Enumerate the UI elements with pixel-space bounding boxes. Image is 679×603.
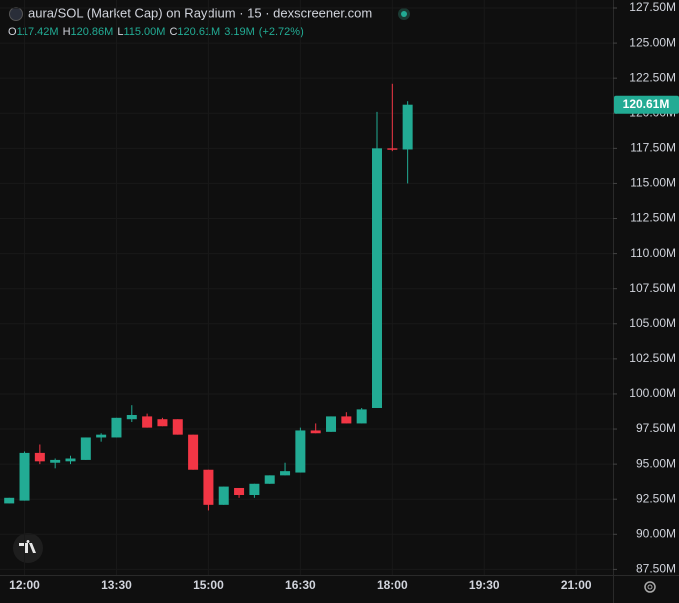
candle-body: [203, 469, 214, 505]
last-price-label: 120.61M: [623, 97, 670, 111]
candle-body: [96, 434, 107, 438]
ohlc-key: L: [117, 26, 123, 38]
candle-body: [65, 458, 76, 462]
candle-body: [4, 497, 15, 504]
ohlc-value: 115.00M: [123, 26, 165, 38]
tv-logo: [13, 533, 43, 563]
y-tick-label: 90.00M: [636, 526, 676, 540]
y-tick-label: 100.00M: [629, 386, 676, 400]
candle-body: [80, 437, 91, 460]
y-tick-label: 125.00M: [629, 35, 676, 49]
ohlc-value: 120.86M: [71, 26, 114, 38]
y-tick-label: 117.50M: [630, 141, 676, 155]
candle-body: [402, 104, 413, 150]
candle-body: [218, 486, 229, 505]
candle-body: [142, 416, 153, 428]
candle-body: [356, 409, 367, 424]
ohlc-legend-text: O117.42M H120.86M L115.00M C120.61M 3.19M (+2…: [8, 26, 304, 38]
candle-body: [50, 459, 61, 463]
x-tick-label: 16:30: [285, 578, 316, 592]
ohlc-value: 120.61M: [177, 26, 220, 38]
x-tick-label: 21:00: [561, 578, 592, 592]
y-tick-label: 110.00M: [630, 246, 676, 260]
candle-body: [326, 416, 337, 432]
ohlc-key: C: [169, 26, 177, 38]
y-tick-label: 97.50M: [636, 421, 676, 435]
y-tick-label: 115.00M: [630, 176, 676, 190]
x-tick-label: 18:00: [377, 578, 408, 592]
candle-body: [34, 452, 45, 462]
candle-body: [295, 430, 306, 473]
y-tick-label: 102.50M: [629, 351, 676, 365]
candle-body: [157, 419, 168, 427]
candle-body: [126, 415, 137, 420]
candle-body: [280, 471, 291, 476]
x-tick-label: 19:30: [469, 578, 500, 592]
last-price-tag: [614, 95, 679, 114]
y-tick-label: 122.50M: [629, 70, 676, 84]
candle-body: [19, 452, 30, 501]
candle-body: [188, 434, 199, 470]
candle-body: [172, 419, 183, 435]
candle-body: [341, 416, 352, 424]
candle-body: [111, 417, 122, 438]
y-tick-label: 87.50M: [636, 562, 676, 576]
candle-body: [371, 148, 382, 408]
change: (+2.72%): [259, 26, 304, 38]
y-tick-label: 107.50M: [629, 281, 676, 295]
header: aura/SOL (Market Cap) on Raydium · 15 · …: [8, 5, 410, 38]
y-tick-label: 95.00M: [636, 456, 676, 470]
ohlc-key: H: [63, 26, 71, 38]
y-tick-label: 92.50M: [636, 491, 676, 505]
candle-body: [249, 483, 260, 496]
ohlc-value: 117.42M: [17, 26, 59, 38]
settings-icon[interactable]: [644, 581, 656, 593]
candle-body: [310, 430, 321, 434]
y-tick-label: 105.00M: [629, 316, 676, 330]
x-tick-label: 12:00: [9, 578, 40, 592]
y-tick-label: 112.50M: [630, 211, 676, 225]
chart-title: aura/SOL (Market Cap) on Raydium · 15 · …: [28, 5, 372, 20]
status-dot: [401, 11, 407, 17]
ohlc-legend: O117.42M H120.86M L115.00M C120.61M 3.19M (+2…: [8, 26, 304, 38]
symbol-icon: [9, 7, 23, 21]
candle-body: [234, 487, 245, 496]
candle-body: [264, 475, 275, 484]
x-tick-label: 15:00: [193, 578, 224, 592]
ohlc-key: O: [8, 26, 17, 38]
x-tick-label: 13:30: [101, 578, 132, 592]
y-tick-label: 127.50M: [629, 0, 676, 14]
change: 3.19M: [224, 26, 255, 38]
candle-body: [387, 148, 398, 150]
